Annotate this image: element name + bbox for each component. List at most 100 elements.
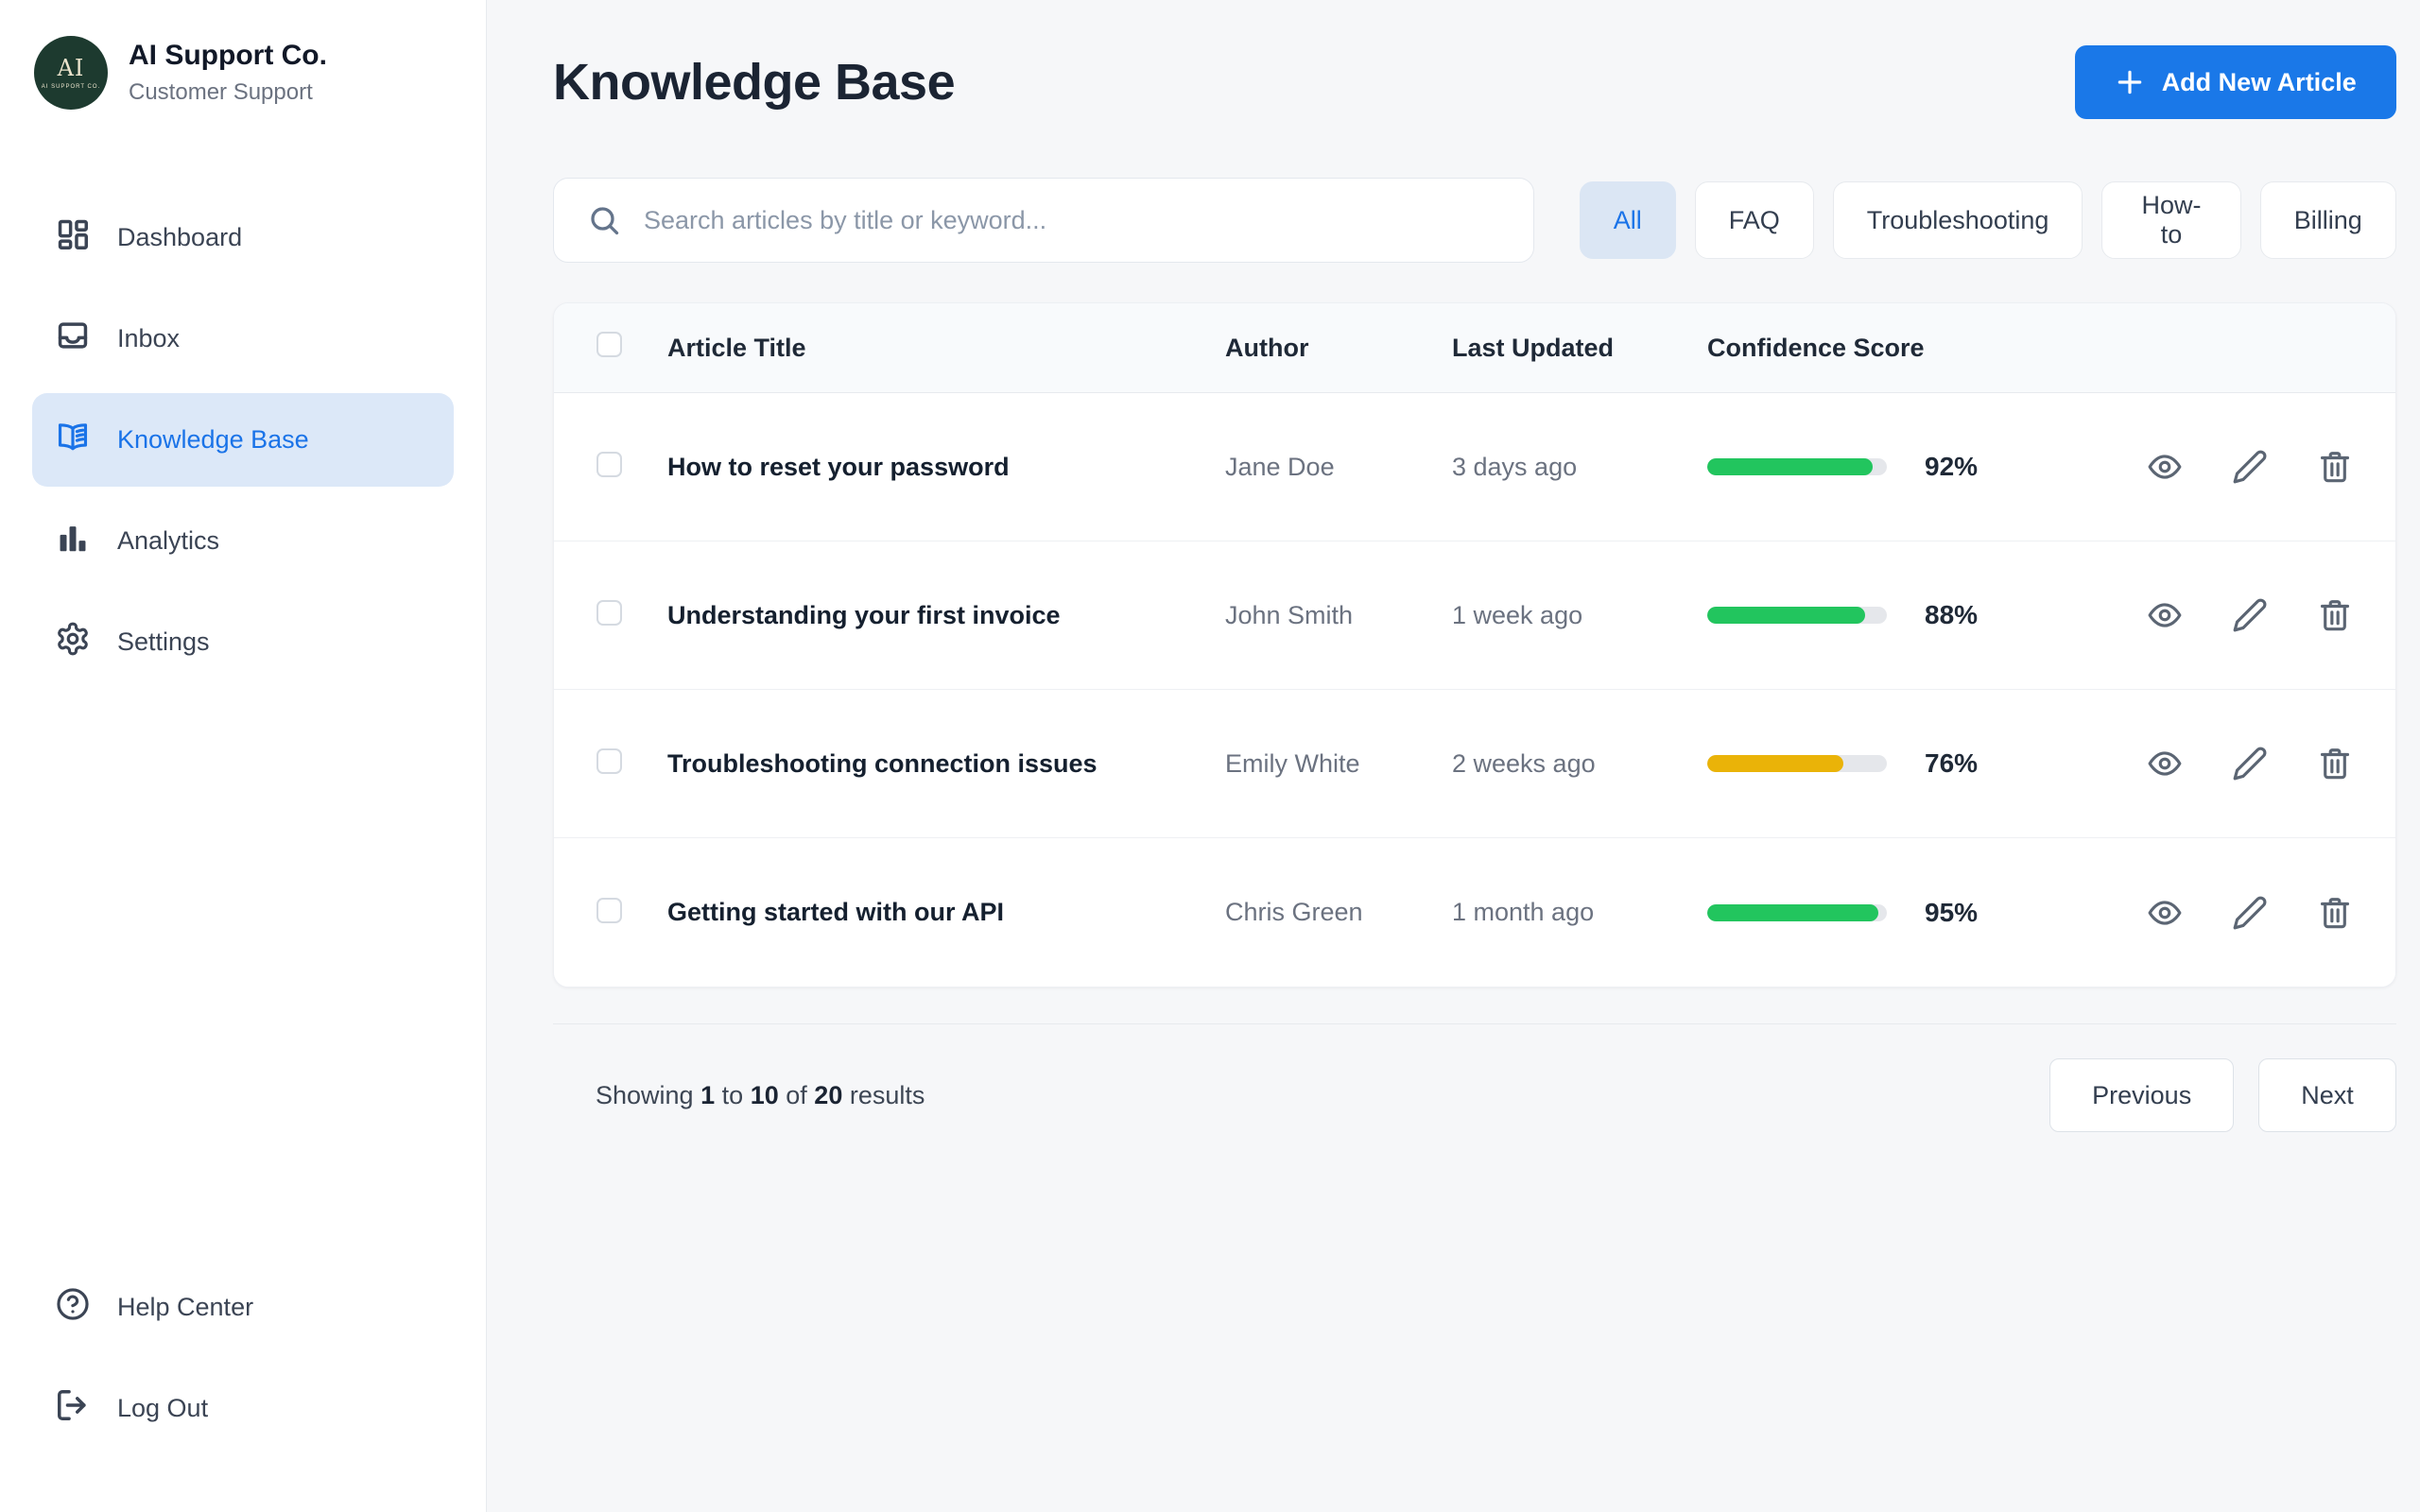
row-checkbox[interactable] (596, 600, 622, 626)
pagination-controls: Previous Next (2049, 1058, 2396, 1132)
previous-page-button[interactable]: Previous (2049, 1058, 2235, 1132)
article-author: John Smith (1225, 600, 1354, 629)
log-out-icon (55, 1387, 91, 1430)
delete-article-button[interactable] (2317, 449, 2353, 485)
eye-icon (2148, 455, 2182, 479)
sidebar: AI AI SUPPORT CO. AI Support Co. Custome… (0, 0, 487, 1512)
sidebar-footer-item[interactable]: Log Out (32, 1362, 454, 1455)
confidence-score-value: 88% (1925, 600, 1979, 629)
table-row: How to reset your password Jane Doe 3 da… (554, 393, 2395, 541)
search-bar (553, 178, 1534, 263)
filter-chip[interactable]: Troubleshooting (1832, 181, 2083, 259)
filter-chip[interactable]: All (1579, 181, 1676, 259)
filter-chip[interactable]: Billing (2259, 181, 2396, 259)
article-last-updated: 1 month ago (1452, 898, 1595, 926)
dashboard-icon (55, 216, 91, 259)
table-body: How to reset your password Jane Doe 3 da… (554, 393, 2395, 987)
logo-caption: AI SUPPORT CO. (41, 83, 101, 90)
pencil-icon (2233, 896, 2267, 929)
sidebar-footer-item[interactable]: Help Center (32, 1261, 454, 1354)
sidebar-item-label: Analytics (117, 526, 220, 555)
search-icon (591, 207, 619, 235)
inbox-icon (55, 318, 91, 360)
sidebar-item-label: Log Out (117, 1394, 209, 1422)
confidence-score-cell: 95% (1707, 898, 2133, 928)
eye-icon (2148, 751, 2182, 776)
article-title: Understanding your first invoice (667, 600, 1061, 629)
brand: AI AI SUPPORT CO. AI Support Co. Custome… (32, 36, 454, 110)
sidebar-footer-nav: Help Center Log Out (32, 1261, 454, 1455)
pencil-icon (2233, 450, 2267, 484)
table-footer: Showing 1 to 10 of 20 results Previous N… (553, 1023, 2396, 1132)
filter-chips: All FAQ Troubleshooting How-to Billing (1579, 181, 2396, 259)
view-article-button[interactable] (2147, 746, 2183, 782)
plus-icon (2118, 70, 2141, 94)
sidebar-item-label: Knowledge Base (117, 425, 309, 454)
article-title: Troubleshooting connection issues (667, 748, 1098, 778)
row-actions (2133, 746, 2353, 782)
search-input[interactable] (553, 178, 1534, 263)
row-checkbox[interactable] (596, 452, 622, 477)
sidebar-item[interactable]: Knowledge Base (32, 393, 454, 487)
sidebar-item-label: Help Center (117, 1293, 254, 1321)
confidence-score-cell: 76% (1707, 748, 2133, 779)
delete-article-button[interactable] (2317, 746, 2353, 782)
sidebar-item-label: Settings (117, 627, 210, 656)
trash-icon (2320, 452, 2349, 483)
view-article-button[interactable] (2147, 895, 2183, 931)
filter-chip[interactable]: FAQ (1694, 181, 1814, 259)
sidebar-item[interactable]: Settings (32, 595, 454, 689)
column-header-confidence: Confidence Score (1707, 333, 1925, 362)
logo-monogram: AI (57, 54, 85, 81)
edit-article-button[interactable] (2232, 895, 2268, 931)
page-title: Knowledge Base (553, 54, 956, 111)
edit-article-button[interactable] (2232, 449, 2268, 485)
edit-article-button[interactable] (2232, 597, 2268, 633)
article-title: How to reset your password (667, 452, 1010, 481)
sidebar-item[interactable]: Inbox (32, 292, 454, 386)
confidence-bar-track (1707, 755, 1887, 772)
eye-icon (2148, 603, 2182, 627)
help-circle-icon (55, 1286, 91, 1329)
table-row: Getting started with our API Chris Green… (554, 838, 2395, 987)
company-logo: AI AI SUPPORT CO. (34, 36, 108, 110)
sidebar-item[interactable]: Dashboard (32, 191, 454, 284)
select-all-checkbox[interactable] (596, 332, 622, 357)
row-checkbox[interactable] (596, 897, 622, 923)
article-last-updated: 2 weeks ago (1452, 748, 1596, 778)
sidebar-item-label: Dashboard (117, 223, 243, 251)
filter-chip[interactable]: How-to (2101, 181, 2241, 259)
article-author: Chris Green (1225, 898, 1363, 926)
add-new-article-button[interactable]: Add New Article (2074, 45, 2396, 119)
sidebar-nav: Dashboard Inbox Knowledge Base Analytics… (32, 191, 454, 689)
row-actions (2133, 449, 2353, 485)
view-article-button[interactable] (2147, 449, 2183, 485)
column-header-updated: Last Updated (1452, 333, 1615, 362)
article-last-updated: 3 days ago (1452, 452, 1578, 481)
confidence-bar-fill (1707, 903, 1878, 921)
article-author: Jane Doe (1225, 452, 1335, 481)
column-header-author: Author (1225, 333, 1309, 362)
delete-article-button[interactable] (2317, 597, 2353, 633)
row-actions (2133, 597, 2353, 633)
main-content: Knowledge Base Add New Article All FAQ T… (487, 0, 2420, 1512)
confidence-score-value: 92% (1925, 452, 1979, 481)
confidence-score-cell: 88% (1707, 600, 2133, 630)
confidence-bar-fill (1707, 755, 1844, 772)
company-name: AI Support Co. (129, 40, 327, 71)
next-page-button[interactable]: Next (2258, 1058, 2396, 1132)
confidence-score-value: 95% (1925, 897, 1979, 927)
trash-icon (2320, 897, 2349, 928)
column-header-title: Article Title (667, 333, 806, 362)
edit-article-button[interactable] (2232, 746, 2268, 782)
book-open-icon (55, 419, 91, 461)
confidence-score-value: 76% (1925, 748, 1979, 778)
row-checkbox[interactable] (596, 748, 622, 774)
sidebar-item[interactable]: Analytics (32, 494, 454, 588)
pencil-icon (2233, 598, 2267, 632)
row-actions (2133, 895, 2353, 931)
results-summary: Showing 1 to 10 of 20 results (596, 1080, 925, 1109)
company-subtitle: Customer Support (129, 79, 313, 105)
view-article-button[interactable] (2147, 597, 2183, 633)
delete-article-button[interactable] (2317, 895, 2353, 931)
